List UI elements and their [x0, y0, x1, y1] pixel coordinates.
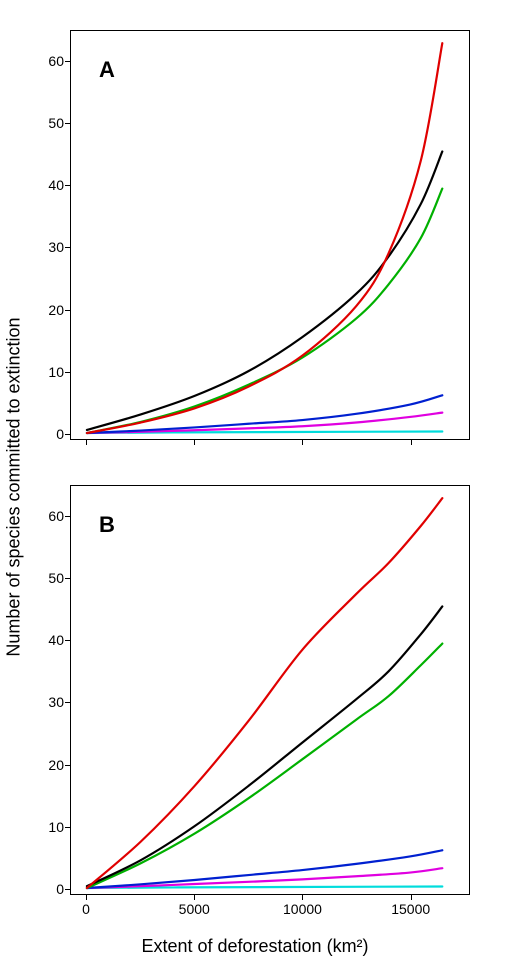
y-tick-mark	[65, 578, 70, 579]
plot-area	[71, 486, 469, 894]
y-tick-label: 40	[34, 177, 64, 193]
x-tick-label: 5000	[174, 901, 214, 917]
y-tick-label: 50	[34, 115, 64, 131]
y-tick-label: 30	[34, 239, 64, 255]
y-tick-label: 10	[34, 819, 64, 835]
series-line	[87, 43, 442, 433]
y-tick-label: 40	[34, 632, 64, 648]
y-tick-mark	[65, 247, 70, 248]
x-tick-mark	[86, 895, 87, 900]
x-tick-mark	[302, 895, 303, 900]
x-tick-mark	[411, 440, 412, 445]
x-tick-mark	[302, 440, 303, 445]
y-tick-label: 50	[34, 570, 64, 586]
y-tick-mark	[65, 640, 70, 641]
x-tick-label: 15000	[391, 901, 431, 917]
y-tick-mark	[65, 434, 70, 435]
y-tick-mark	[65, 765, 70, 766]
y-tick-mark	[65, 516, 70, 517]
x-tick-mark	[411, 895, 412, 900]
y-tick-mark	[65, 702, 70, 703]
panel-label-A: A	[99, 57, 115, 83]
x-axis-label: Extent of deforestation (km²)	[141, 936, 368, 957]
x-tick-mark	[86, 440, 87, 445]
series-line	[87, 644, 442, 888]
chart-panel-A: A	[70, 30, 470, 440]
y-tick-mark	[65, 372, 70, 373]
y-tick-label: 20	[34, 302, 64, 318]
series-line	[87, 850, 442, 888]
y-tick-label: 60	[34, 53, 64, 69]
y-tick-label: 0	[34, 426, 64, 442]
series-line	[87, 498, 442, 888]
chart-panel-B: B	[70, 485, 470, 895]
y-tick-label: 20	[34, 757, 64, 773]
y-tick-mark	[65, 185, 70, 186]
figure: Number of species committed to extinctio…	[0, 0, 510, 973]
y-axis-label: Number of species committed to extinctio…	[4, 317, 25, 656]
y-tick-label: 60	[34, 508, 64, 524]
y-tick-mark	[65, 827, 70, 828]
series-line	[87, 606, 442, 886]
panel-label-B: B	[99, 512, 115, 538]
x-tick-mark	[194, 440, 195, 445]
x-tick-label: 0	[66, 901, 106, 917]
x-tick-mark	[194, 895, 195, 900]
y-tick-mark	[65, 123, 70, 124]
y-tick-label: 30	[34, 694, 64, 710]
plot-area	[71, 31, 469, 439]
y-tick-label: 0	[34, 881, 64, 897]
y-tick-label: 10	[34, 364, 64, 380]
series-line	[87, 189, 442, 433]
y-tick-mark	[65, 889, 70, 890]
y-tick-mark	[65, 61, 70, 62]
x-tick-label: 10000	[282, 901, 322, 917]
series-line	[87, 151, 442, 429]
y-tick-mark	[65, 310, 70, 311]
